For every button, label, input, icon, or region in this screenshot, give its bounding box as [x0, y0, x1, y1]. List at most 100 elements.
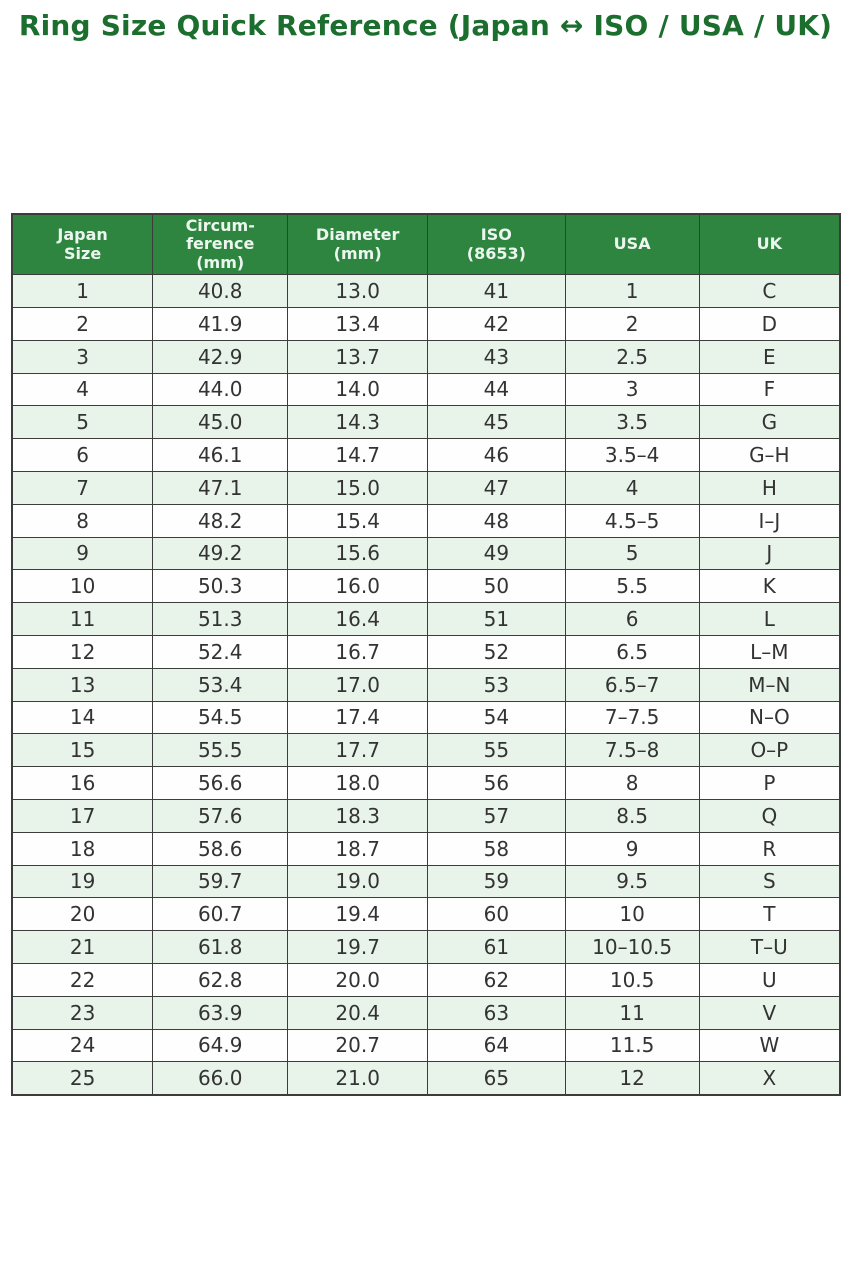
table-cell: 52	[427, 634, 566, 669]
table-cell: 7–7.5	[564, 700, 700, 735]
table-cell: S	[698, 864, 841, 899]
table-cell: 47.1	[152, 470, 289, 505]
table-cell: 10	[564, 897, 700, 932]
table-row: 10 50.3 16.0 50 5.5 K	[11, 569, 841, 604]
table-cell: 43	[427, 339, 566, 374]
table-cell: T–U	[698, 930, 841, 964]
table-cell: 10.5	[564, 962, 700, 997]
table-row: 16 56.6 18.0 56 8 P	[11, 766, 841, 800]
table-cell: 41	[427, 274, 566, 308]
table-cell: 14.3	[287, 405, 429, 440]
table-row: 12 52.4 16.7 52 6.5 L–M	[11, 634, 841, 669]
table-cell: 5.5	[564, 569, 700, 604]
table-cell: 8	[564, 766, 700, 800]
table-cell: 11	[564, 995, 700, 1030]
table-cell: 58.6	[152, 831, 289, 866]
table-row: 1 40.8 13.0 41 1 C	[11, 274, 841, 308]
table-cell: 62.8	[152, 962, 289, 997]
table-cell: L	[698, 602, 841, 636]
table-row: 24 64.9 20.7 64 11.5 W	[11, 1028, 841, 1063]
table-cell: 13	[11, 667, 154, 702]
table-row: 14 54.5 17.4 54 7–7.5 N–O	[11, 700, 841, 735]
table-cell: 6	[11, 438, 154, 472]
table-cell: P	[698, 766, 841, 800]
table-cell: 48	[427, 503, 566, 538]
table-cell: 23	[11, 995, 154, 1030]
table-cell: 45	[427, 405, 566, 440]
table-cell: 8	[11, 503, 154, 538]
table-cell: 53.4	[152, 667, 289, 702]
table-cell: 52.4	[152, 634, 289, 669]
table-cell: 9	[564, 831, 700, 866]
table-row: 6 46.1 14.7 46 3.5–4 G–H	[11, 438, 841, 472]
table-cell: 9	[11, 536, 154, 571]
table-cell: 51	[427, 602, 566, 636]
table-cell: 16.7	[287, 634, 429, 669]
table-cell: 14	[11, 700, 154, 735]
table-cell: 19.4	[287, 897, 429, 932]
table-cell: 13.7	[287, 339, 429, 374]
table-cell: 10–10.5	[564, 930, 700, 964]
column-header: USA	[564, 213, 700, 276]
table-cell: U	[698, 962, 841, 997]
table-cell: 3	[564, 372, 700, 407]
table-row: 23 63.9 20.4 63 11 V	[11, 995, 841, 1030]
table-cell: 59.7	[152, 864, 289, 899]
table-cell: V	[698, 995, 841, 1030]
table-cell: L–M	[698, 634, 841, 669]
column-header: Circum- ference (mm)	[152, 213, 289, 276]
table-row: 21 61.8 19.7 61 10–10.5 T–U	[11, 930, 841, 964]
table-cell: 13.4	[287, 306, 429, 341]
table-cell: 18.0	[287, 766, 429, 800]
table-cell: 10	[11, 569, 154, 604]
table-cell: G–H	[698, 438, 841, 472]
table-row: 5 45.0 14.3 45 3.5 G	[11, 405, 841, 440]
table-cell: 17.7	[287, 733, 429, 768]
table-cell: 64.9	[152, 1028, 289, 1063]
table-cell: 40.8	[152, 274, 289, 308]
table-cell: 55.5	[152, 733, 289, 768]
table-cell: 12	[564, 1061, 700, 1096]
table-cell: 56	[427, 766, 566, 800]
table-cell: 8.5	[564, 798, 700, 833]
table-cell: 9.5	[564, 864, 700, 899]
table-row: 19 59.7 19.0 59 9.5 S	[11, 864, 841, 899]
table-cell: 7.5–8	[564, 733, 700, 768]
table-row: 15 55.5 17.7 55 7.5–8 O–P	[11, 733, 841, 768]
column-header: Japan Size	[11, 213, 154, 276]
table-cell: F	[698, 372, 841, 407]
table-cell: 4	[564, 470, 700, 505]
page: Ring Size Quick Reference (Japan ↔ ISO /…	[0, 0, 851, 1097]
table-cell: 42	[427, 306, 566, 341]
table-cell: 19.0	[287, 864, 429, 899]
table-row: 7 47.1 15.0 47 4 H	[11, 470, 841, 505]
table-cell: 7	[11, 470, 154, 505]
table-row: 8 48.2 15.4 48 4.5–5 I–J	[11, 503, 841, 538]
table-cell: 6.5–7	[564, 667, 700, 702]
table-cell: T	[698, 897, 841, 932]
table-cell: 41.9	[152, 306, 289, 341]
table-cell: 3	[11, 339, 154, 374]
table-cell: 47	[427, 470, 566, 505]
table-cell: 14.0	[287, 372, 429, 407]
table-cell: 15.6	[287, 536, 429, 571]
table-header: Japan Size Circum- ference (mm) Diameter (…	[11, 213, 841, 276]
table-cell: 49.2	[152, 536, 289, 571]
table-cell: 18.3	[287, 798, 429, 833]
table-cell: 62	[427, 962, 566, 997]
table-cell: 44	[427, 372, 566, 407]
table-row: 3 42.9 13.7 43 2.5 E	[11, 339, 841, 374]
table-cell: 11	[11, 602, 154, 636]
table-cell: 12	[11, 634, 154, 669]
table-cell: D	[698, 306, 841, 341]
table-cell: 18.7	[287, 831, 429, 866]
table-cell: 2	[11, 306, 154, 341]
table-cell: 20.7	[287, 1028, 429, 1063]
table-cell: 64	[427, 1028, 566, 1063]
table-row: 20 60.7 19.4 60 10 T	[11, 897, 841, 932]
table-cell: 20.0	[287, 962, 429, 997]
table-cell: 50	[427, 569, 566, 604]
table-row: 9 49.2 15.6 49 5 J	[11, 536, 841, 571]
table-cell: 44.0	[152, 372, 289, 407]
table-cell: O–P	[698, 733, 841, 768]
